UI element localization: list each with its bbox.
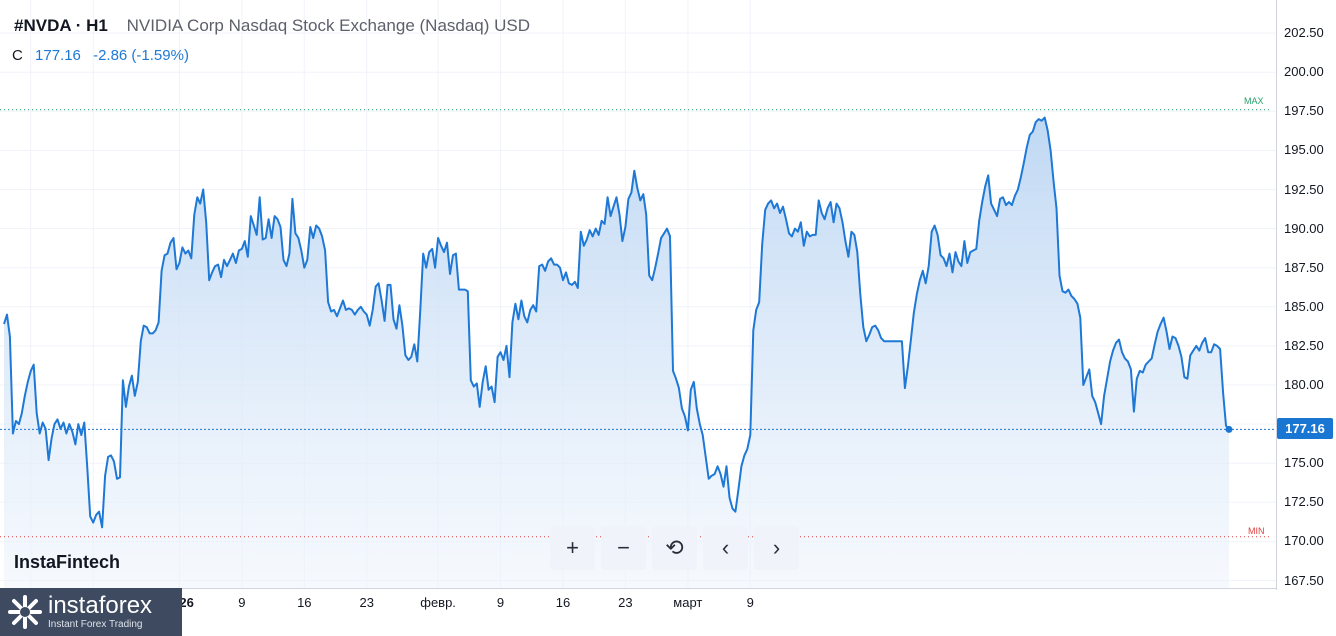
reset-view-button[interactable]: ⟲ xyxy=(652,526,697,570)
y-tick-label: 167.50 xyxy=(1284,572,1324,588)
x-tick-label: 23 xyxy=(359,595,374,610)
instaforex-logo[interactable]: instaforex Instant Forex Trading xyxy=(0,588,182,636)
zoom-out-button[interactable]: − xyxy=(601,526,646,570)
y-tick-label: 202.50 xyxy=(1284,25,1324,41)
x-tick-label: март xyxy=(673,595,703,610)
current-price-tag: 177.16 xyxy=(1277,418,1333,439)
y-tick-label: 195.00 xyxy=(1284,142,1324,158)
symbol-label[interactable]: #NVDA · H1 xyxy=(14,16,108,35)
close-value: 177.16 xyxy=(35,47,81,64)
price-line-series xyxy=(3,116,1230,529)
chart-header: #NVDA · H1 NVIDIA Corp Nasdaq Stock Exch… xyxy=(14,16,530,36)
scroll-left-button[interactable]: ‹ xyxy=(703,526,748,570)
y-tick-label: 180.00 xyxy=(1284,377,1324,392)
y-tick-label: 187.50 xyxy=(1284,259,1324,275)
x-tick-label: 9 xyxy=(238,595,246,610)
y-tick-label: 190.00 xyxy=(1284,220,1324,236)
x-tick-label: 9 xyxy=(496,595,505,610)
x-tick-label: 9 xyxy=(746,595,754,610)
x-tick-label: февр. xyxy=(420,595,456,610)
close-label: C xyxy=(12,47,23,64)
y-tick-label: 182.50 xyxy=(1284,337,1324,353)
y-tick-label: 200.00 xyxy=(1284,64,1324,80)
watermark: InstaFintech xyxy=(14,552,121,572)
logo-tagline: Instant Forex Trading xyxy=(48,619,143,630)
y-tick-label: 185.00 xyxy=(1284,298,1324,314)
y-tick-label: 170.00 xyxy=(1284,533,1324,549)
price-area-fill xyxy=(4,117,1229,588)
y-tick-label: 175.00 xyxy=(1284,455,1324,471)
x-tick-label: 23 xyxy=(618,595,633,610)
logo-name: instaforex xyxy=(48,592,153,619)
y-tick-label: 172.50 xyxy=(1284,494,1324,510)
instrument-description: NVIDIA Corp Nasdaq Stock Exchange (Nasda… xyxy=(126,16,531,35)
min-label: MIN xyxy=(1248,526,1265,536)
zoom-in-button[interactable]: + xyxy=(550,526,595,570)
x-tick-label: 16 xyxy=(555,595,571,610)
y-tick-label: 197.50 xyxy=(1284,103,1324,119)
last-price-point xyxy=(1225,425,1233,433)
quote-line: C 177.16 -2.86 (-1.59%) xyxy=(12,47,189,64)
instaforex-logo-icon xyxy=(8,595,42,629)
change-value: -2.86 (-1.59%) xyxy=(93,47,189,64)
chart-toolbar: + − ⟲ ‹ › xyxy=(550,526,799,570)
max-label: MAX xyxy=(1244,96,1264,106)
scroll-right-button[interactable]: › xyxy=(754,526,799,570)
y-tick-label: 192.50 xyxy=(1284,181,1324,197)
x-tick-label: 16 xyxy=(297,595,312,610)
